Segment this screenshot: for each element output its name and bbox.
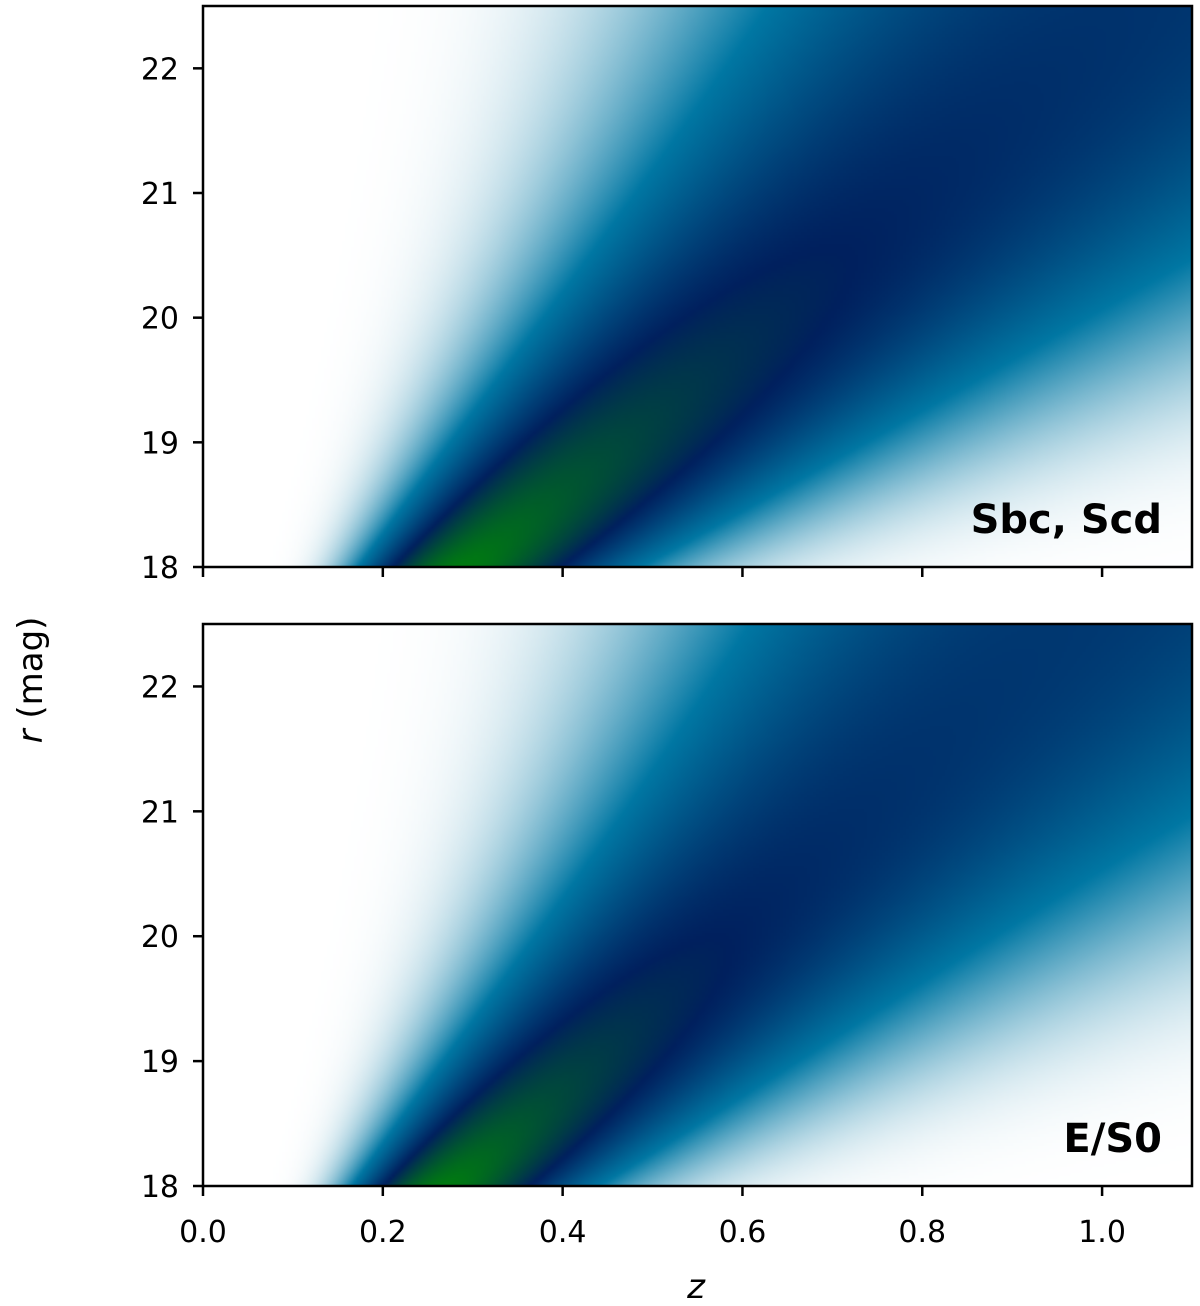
y-tick-label: 18 — [141, 551, 179, 586]
x-tick-label: 0.6 — [719, 1215, 767, 1250]
panel-sbc-scd: 18 19 20 21 22 Sbc, Scd — [141, 4, 1194, 586]
density-heatmap — [203, 624, 1192, 1186]
panel-e-s0: 18 19 20 21 22 0.0 0.2 0.4 0.6 0.8 1.0 E/S0 — [141, 622, 1194, 1250]
x-tick-label: 0.0 — [179, 1215, 227, 1250]
density-heatmap — [203, 6, 1192, 567]
y-tick-label: 20 — [141, 920, 179, 955]
y-tick-label: 20 — [141, 302, 179, 337]
y-tick-label: 22 — [141, 52, 179, 87]
y-tick-label: 18 — [141, 1170, 179, 1205]
y-axis-label: r (mag) — [11, 617, 51, 744]
x-tick-label: 0.4 — [539, 1215, 587, 1250]
plot-frame — [201, 622, 1194, 1188]
y-tick-label: 22 — [141, 670, 179, 705]
x-tick-label: 0.2 — [359, 1215, 407, 1250]
x-tick-label: 0.8 — [898, 1215, 946, 1250]
x-tick-label: 1.0 — [1078, 1215, 1126, 1250]
x-axis-label: z — [686, 1267, 706, 1306]
y-tick-label: 21 — [141, 795, 179, 830]
y-tick-label: 21 — [141, 177, 179, 212]
y-axis-label-italic: r — [11, 727, 51, 743]
y-axis-label-rest: (mag) — [11, 617, 51, 730]
panel-label: E/S0 — [1063, 1116, 1162, 1162]
y-tick-label: 19 — [141, 426, 179, 461]
plot-frame — [201, 4, 1194, 569]
panel-label: Sbc, Scd — [971, 497, 1162, 543]
y-tick-label: 19 — [141, 1045, 179, 1080]
